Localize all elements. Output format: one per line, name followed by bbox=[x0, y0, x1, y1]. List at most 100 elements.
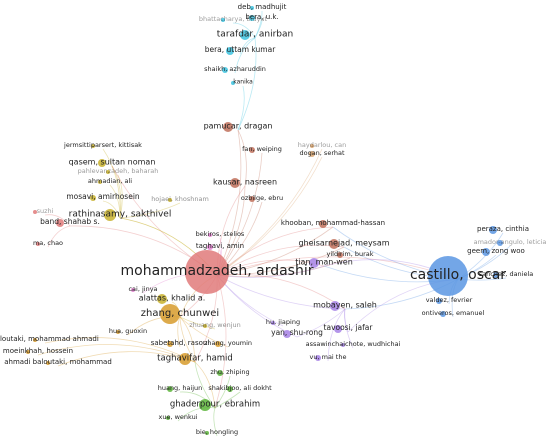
node bbox=[283, 330, 291, 338]
edge bbox=[216, 226, 334, 276]
node bbox=[98, 159, 106, 167]
node bbox=[334, 325, 342, 333]
node bbox=[310, 144, 314, 148]
node-label: cai, jinya bbox=[128, 285, 157, 293]
edge bbox=[214, 375, 231, 409]
node-label: bekiros, stelios bbox=[196, 230, 245, 238]
nodes bbox=[26, 6, 503, 435]
node-label: amador-angulo, leticia bbox=[474, 238, 547, 246]
edge bbox=[254, 10, 263, 39]
node bbox=[56, 219, 64, 227]
edge bbox=[179, 316, 196, 363]
node bbox=[98, 180, 102, 184]
edge bbox=[216, 148, 323, 276]
edge bbox=[216, 257, 351, 278]
node bbox=[199, 399, 211, 411]
edge bbox=[234, 37, 256, 74]
node bbox=[309, 151, 315, 157]
node-label: pamucar, dragan bbox=[204, 122, 273, 131]
node bbox=[90, 195, 96, 201]
node-label: zhang, youmin bbox=[204, 339, 252, 347]
edge bbox=[254, 20, 263, 39]
node bbox=[46, 361, 50, 365]
node-label: zhang, chunwei bbox=[141, 308, 219, 319]
node-label: haydarlou, can bbox=[298, 141, 346, 149]
node-label: kausar, nasreen bbox=[213, 178, 277, 187]
node bbox=[319, 220, 327, 228]
edge bbox=[237, 129, 247, 187]
node bbox=[106, 170, 110, 174]
node-label: rathinasamy, sakthivel bbox=[69, 210, 172, 220]
node-label: yildirim, burak bbox=[327, 250, 374, 258]
edge bbox=[214, 391, 241, 409]
node-label: ahmadi baloutaki, mohammad bbox=[4, 358, 112, 366]
node-label: jermsittiparsert, kittisak bbox=[63, 141, 142, 149]
node-label: ozbilge, ebru bbox=[241, 194, 283, 202]
node bbox=[249, 196, 255, 202]
node bbox=[116, 330, 120, 334]
node-label: khooban, mohammad-hassan bbox=[281, 219, 385, 227]
node-label: huang, haijun bbox=[158, 384, 203, 392]
node-label: yan, shu-rong bbox=[271, 328, 323, 337]
edge bbox=[237, 37, 257, 131]
edge bbox=[213, 407, 218, 437]
node-label: taghavi, amin bbox=[196, 242, 244, 250]
node bbox=[482, 248, 490, 256]
node bbox=[179, 353, 191, 365]
node bbox=[337, 252, 343, 258]
node-label: assawinchaichote, wudhichai bbox=[306, 340, 401, 348]
node bbox=[227, 386, 233, 392]
node-label: sanchez, daniela bbox=[479, 270, 534, 278]
labels: deb, madhujit bera, u.k.bhattacharya, bid… bbox=[0, 3, 546, 436]
node-label: qasem, sultan noman bbox=[69, 158, 156, 167]
node-label: ghaderpour, ebrahim bbox=[170, 400, 260, 410]
node-label: gheisarnejad, meysam bbox=[298, 239, 389, 248]
node-label: bera, u.k. bbox=[245, 13, 278, 21]
edge bbox=[344, 308, 354, 349]
edge bbox=[216, 265, 325, 278]
edge bbox=[327, 308, 346, 362]
node-label: geem, zong woo bbox=[467, 247, 525, 255]
edge bbox=[102, 200, 121, 219]
node bbox=[205, 431, 209, 435]
node-label: zhu, zhiping bbox=[210, 368, 249, 376]
node bbox=[207, 244, 213, 250]
edge bbox=[177, 316, 181, 348]
node bbox=[215, 341, 221, 347]
node bbox=[157, 294, 167, 304]
node-label: hu, jiaping bbox=[266, 318, 300, 326]
edge bbox=[44, 214, 71, 227]
edge bbox=[296, 308, 346, 338]
edge bbox=[239, 37, 256, 55]
node-label: kanika bbox=[233, 79, 253, 86]
edge bbox=[216, 246, 345, 276]
node bbox=[167, 341, 173, 347]
node bbox=[36, 242, 40, 246]
node bbox=[230, 178, 240, 188]
node-label: alattas, khalid a. bbox=[139, 294, 206, 303]
node-label: peraza, cinthia bbox=[477, 225, 529, 233]
node-label: pahlevanzadeh, baharah bbox=[78, 167, 159, 175]
node-label: zhuang, wenjun bbox=[189, 321, 241, 329]
edge bbox=[177, 407, 216, 422]
node bbox=[217, 370, 223, 376]
node-label: shakibjoo, ali dokht bbox=[208, 384, 272, 392]
node bbox=[33, 338, 37, 342]
edge bbox=[179, 316, 196, 363]
node bbox=[185, 250, 229, 294]
node bbox=[428, 256, 468, 296]
node bbox=[160, 304, 180, 324]
node bbox=[309, 258, 319, 268]
node bbox=[271, 321, 275, 325]
edge bbox=[102, 148, 121, 219]
node-label: mobayen, saleh bbox=[313, 301, 377, 310]
node-label: bera, uttam kumar bbox=[205, 45, 277, 54]
node bbox=[249, 15, 255, 21]
node bbox=[33, 210, 37, 214]
node-label: tavoosi, jafar bbox=[324, 323, 374, 332]
edge bbox=[37, 344, 196, 363]
node bbox=[489, 226, 497, 234]
node-label: shaikh, azharuddin bbox=[204, 65, 266, 73]
node bbox=[131, 288, 135, 292]
